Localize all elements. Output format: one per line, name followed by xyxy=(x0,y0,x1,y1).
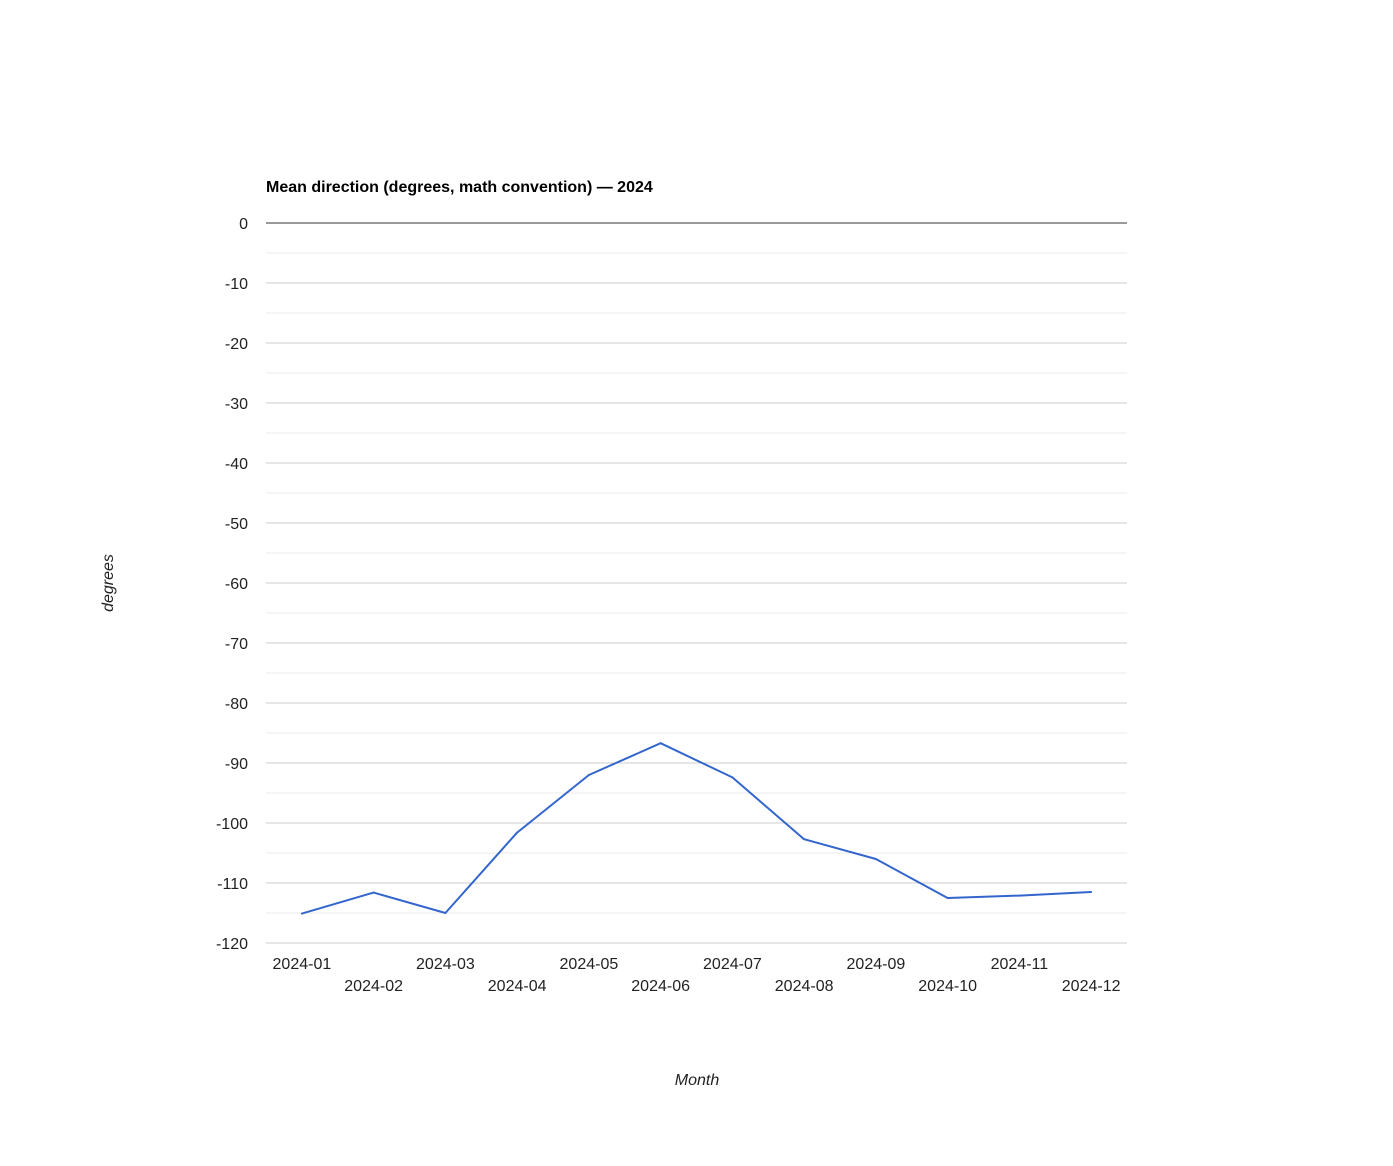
x-tick-label: 2024-05 xyxy=(560,956,619,973)
y-tick-label: -100 xyxy=(216,816,248,833)
y-axis-title: degrees xyxy=(100,554,117,612)
data-point xyxy=(1018,894,1021,897)
y-tick-label: -50 xyxy=(225,516,248,533)
data-point xyxy=(659,742,662,745)
x-tick-label: 2024-10 xyxy=(918,978,977,995)
data-point xyxy=(731,776,734,779)
chart-title: Mean direction (degrees, math convention… xyxy=(266,179,653,196)
data-point xyxy=(516,831,519,834)
x-tick-label: 2024-02 xyxy=(344,978,403,995)
grid-layer xyxy=(266,222,1127,944)
y-tick-label: -120 xyxy=(216,936,248,953)
y-tick-label: -60 xyxy=(225,576,248,593)
series-line xyxy=(301,742,1092,915)
x-tick-label: 2024-11 xyxy=(991,956,1049,973)
y-tick-label: -90 xyxy=(225,756,248,773)
y-tick-label: -30 xyxy=(225,396,248,413)
x-tick-label: 2024-01 xyxy=(273,956,332,973)
series-layer xyxy=(300,742,1093,915)
data-point xyxy=(300,912,303,915)
x-tick-label: 2024-04 xyxy=(488,978,547,995)
data-point xyxy=(874,858,877,860)
data-point xyxy=(1090,891,1093,893)
data-point xyxy=(587,774,590,776)
x-tick-label: 2024-08 xyxy=(775,978,834,995)
x-tick-label: 2024-03 xyxy=(416,956,475,973)
x-tick-label: 2024-07 xyxy=(703,956,762,973)
y-tick-label: -10 xyxy=(225,276,248,293)
y-tick-label: -80 xyxy=(225,696,248,713)
x-axis-title: Month xyxy=(675,1072,720,1089)
y-axis-ticks: 0 -10 -20 -30 -40 -50 -60 -70 -80 -90 -100 -110 -120 xyxy=(216,216,248,953)
y-tick-label: 0 xyxy=(239,216,248,233)
x-tick-label: 2024-06 xyxy=(631,978,690,995)
data-point xyxy=(946,897,949,899)
data-point xyxy=(444,912,447,914)
y-tick-label: -20 xyxy=(225,336,248,353)
y-tick-label: -40 xyxy=(225,456,248,473)
x-axis-ticks: 2024-01 2024-02 2024-03 2024-04 2024-05 2024-… xyxy=(273,956,1121,995)
y-tick-label: -70 xyxy=(225,636,248,653)
x-tick-label: 2024-09 xyxy=(847,956,906,973)
data-point xyxy=(372,891,375,894)
y-tick-label: -110 xyxy=(217,876,248,893)
x-tick-label: 2024-12 xyxy=(1062,978,1121,995)
data-point xyxy=(803,838,806,841)
